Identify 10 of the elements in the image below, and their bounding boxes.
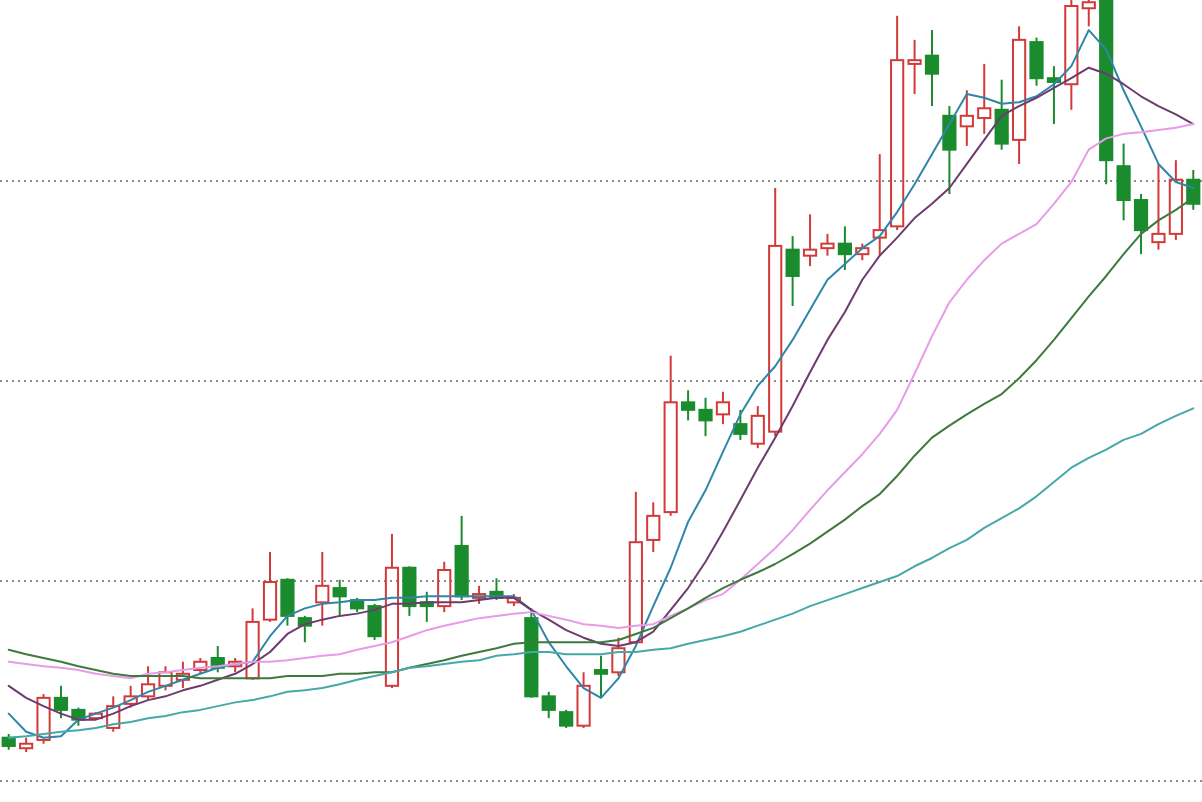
candlestick [593, 654, 609, 699]
candlestick [315, 550, 330, 627]
candlestick [942, 105, 957, 196]
candlestick [872, 153, 887, 257]
candlestick [924, 29, 940, 108]
candlestick [785, 235, 800, 308]
candlestick [1011, 25, 1027, 165]
candlestick [646, 501, 661, 553]
candlestick [1064, 0, 1079, 111]
candlestick [820, 232, 835, 257]
